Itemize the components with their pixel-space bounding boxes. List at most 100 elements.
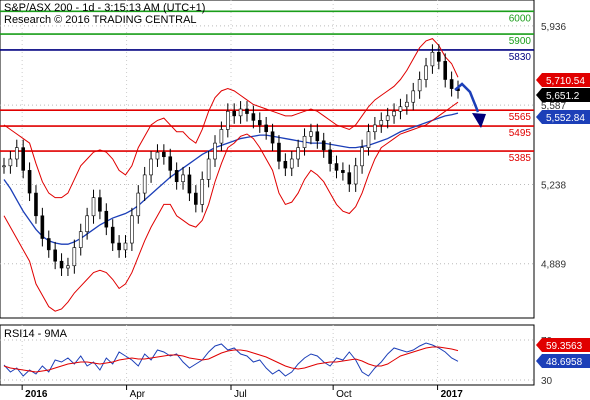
- rsi-title: RSI14 - 9MA: [4, 328, 68, 340]
- price-candle-body: [321, 140, 326, 151]
- price-candle-body: [27, 170, 32, 194]
- price-candle-body: [302, 135, 307, 148]
- rsi-value-tag-text: 59.3563: [546, 341, 583, 352]
- price-candle-body: [405, 101, 409, 108]
- price-candle-body: [21, 147, 25, 171]
- x-tick-label: Apr: [130, 389, 146, 400]
- price-candle-body: [385, 115, 390, 121]
- price-candle-body: [449, 79, 454, 89]
- price-candle-body: [200, 179, 205, 205]
- price-candle-body: [277, 142, 281, 162]
- price-grid: [0, 0, 534, 318]
- price-candle-body: [264, 124, 268, 133]
- price-candle-body: [283, 160, 288, 169]
- price-candle-body: [226, 111, 230, 130]
- value-tags: 5,710.54 5,651.2 5,552.84 59.3563 48.6958: [536, 73, 590, 368]
- price-candle-body: [398, 106, 403, 112]
- series-rsi14: [3, 342, 459, 377]
- price-candle-body: [181, 174, 185, 183]
- price-candle-body: [130, 215, 134, 244]
- price-candle-body: [417, 79, 422, 92]
- price-candle-body: [136, 192, 141, 217]
- price-value-tag-shape: [536, 73, 590, 87]
- price-candle-body: [334, 163, 339, 171]
- price-value-tag-shape: [536, 110, 590, 124]
- price-candle-body: [232, 111, 236, 117]
- price-value-tag-text: 5,552.84: [546, 113, 585, 124]
- price-candle-body: [392, 111, 396, 117]
- price-candle-body: [149, 158, 153, 176]
- price-candle-body: [360, 147, 364, 167]
- price-candle-body: [110, 226, 115, 244]
- price-value-tag-shape: [536, 88, 590, 102]
- price-candle-body: [46, 238, 51, 251]
- price-candle-body: [430, 51, 435, 67]
- series-9ma: [3, 346, 459, 373]
- price-candle-body: [123, 242, 128, 251]
- series-lower-band: [3, 101, 459, 312]
- price-candle-body: [328, 149, 332, 164]
- price-candle-body: [341, 170, 345, 173]
- price-candle-body: [251, 113, 256, 121]
- price-candle-body: [142, 174, 147, 194]
- rsi-value-tag-shape: [536, 338, 590, 352]
- price-y-tick-label: 4,889: [541, 260, 566, 271]
- price-candle-body: [174, 170, 179, 183]
- price-candle-body: [104, 210, 109, 228]
- price-candle-body: [257, 120, 262, 126]
- price-candle-body: [437, 51, 441, 62]
- price-candle-body: [270, 131, 275, 144]
- price-y-tick-label: 5,936: [541, 22, 566, 33]
- price-candle-body: [53, 249, 57, 262]
- research-credit: Research © 2016 TRADING CENTRAL: [4, 14, 197, 26]
- price-candle-body: [347, 172, 352, 185]
- price-candle-body: [289, 158, 294, 169]
- x-tick-label: 2017: [441, 389, 464, 400]
- price-candle-body: [213, 142, 217, 160]
- price-candle-body: [34, 192, 38, 217]
- price-candle-body: [194, 192, 198, 205]
- price-candle-body: [219, 129, 224, 144]
- level-label: 5900: [509, 36, 532, 47]
- x-tick-label: Oct: [336, 389, 352, 400]
- price-candle-body: [59, 260, 64, 269]
- price-candle-body: [168, 156, 173, 171]
- rsi-value-tag: 59.3563: [536, 338, 590, 352]
- forecast-arrow: [454, 82, 486, 128]
- price-value-tag: 5,710.54: [536, 73, 590, 87]
- level-lines: 6000 5900 5830 5565 5495 5385: [0, 10, 534, 164]
- rsi-value-tag: 48.6958: [536, 354, 590, 368]
- price-candle-body: [85, 215, 89, 232]
- price-candle-body: [411, 90, 416, 103]
- price-series-group: [2, 38, 460, 312]
- price-candle-body: [72, 247, 77, 267]
- price-value-tag-text: 5,651.2: [546, 91, 580, 102]
- price-candle-body: [206, 158, 211, 180]
- price-candle-body: [443, 61, 448, 80]
- rsi-y-tick-label: 30: [541, 376, 553, 387]
- price-panel-frame: [0, 0, 535, 319]
- rsi-grid: [0, 325, 534, 385]
- x-tick-label: Jul: [234, 389, 247, 400]
- rsi-value-tag-text: 48.6958: [546, 357, 583, 368]
- price-candle-body: [117, 242, 121, 251]
- price-candle-body: [315, 131, 320, 142]
- instrument-title: S&P/ASX 200 - 1d - 3:15:13 AM (UTC+1): [4, 2, 205, 14]
- price-y-tick-label: 5,587: [541, 101, 566, 112]
- price-candle-body: [91, 197, 96, 217]
- price-candle-body: [373, 124, 377, 133]
- price-candle-body: [155, 151, 160, 160]
- price-candle-body: [424, 65, 428, 80]
- price-candle-body: [162, 151, 166, 158]
- price-candle-body: [379, 120, 384, 126]
- series-upper-band: [3, 38, 459, 199]
- level-label: 5495: [509, 128, 532, 139]
- rsi-series-group: [3, 342, 459, 377]
- price-candle-body: [366, 131, 371, 148]
- price-candle-body: [98, 197, 102, 212]
- x-axis-ticks: 2016 Apr Jul Oct 2017: [21, 385, 464, 400]
- price-candle-body: [2, 165, 6, 168]
- price-candle-body: [8, 158, 13, 167]
- price-candle-body: [296, 147, 300, 160]
- level-label: 5565: [509, 112, 532, 123]
